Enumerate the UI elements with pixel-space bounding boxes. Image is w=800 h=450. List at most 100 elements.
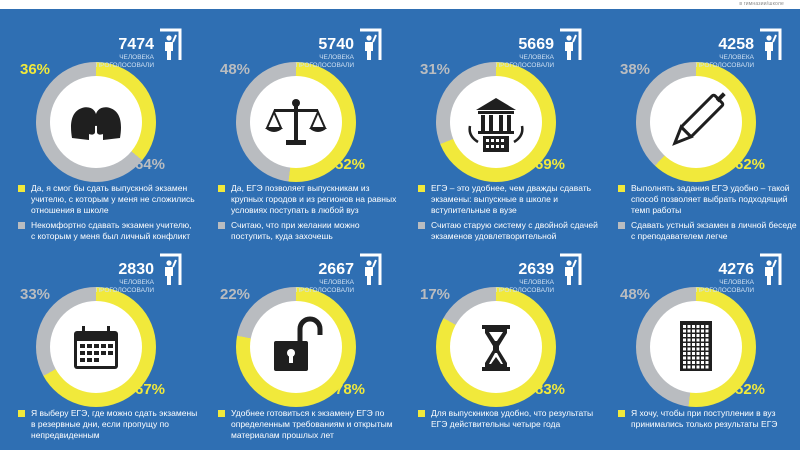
poll-panel: 33% 67% 2830 ЧЕЛОВЕКА ПРОГОЛОСОВАЛИ Я выберу… [0,225,200,450]
donut-chart [236,287,356,407]
donut-hole [250,76,342,168]
legend-swatch-gray [418,222,425,229]
person-bracket-icon [758,28,782,62]
legend-item-no: Считаю, что при желании можно поступить,… [218,220,398,242]
hourglass-icon [450,301,542,393]
legend-text: Некомфортно сдавать экзамен учителю, с к… [31,220,192,241]
legend-text: Удобнее готовиться к экзамену ЕГЭ по опр… [231,408,393,440]
legend-item-yes: Я хочу, чтобы при поступлении в вуз прин… [618,408,798,430]
vote-count: 4276 [718,261,754,278]
university-icon [450,76,542,168]
legend-item-yes: ЕГЭ – это удобнее, чем дважды сдавать эк… [418,183,598,216]
donut-hole [450,76,542,168]
donut-chart [636,287,756,407]
donut-hole [250,301,342,393]
legend-item-yes: Я выберу ЕГЭ, где можно сдать экзамены в… [18,408,198,441]
legend-text: Я хочу, чтобы при поступлении в вуз прин… [631,408,778,429]
donut-chart [36,287,156,407]
vote-label: ЧЕЛОВЕКА ПРОГОЛОСОВАЛИ [695,54,754,69]
legend-text: Считаю старую систему с двойной сдачей э… [431,220,598,241]
donut-hole [50,76,142,168]
donut-hole [50,301,142,393]
poll-panel: 17% 83% 2639 ЧЕЛОВЕКА ПРОГОЛОСОВАЛИ Для выпу… [400,225,600,450]
legend-swatch-gray [18,222,25,229]
document-icon [650,301,742,393]
poll-panel: 38% 62% 4258 ЧЕЛОВЕКА ПРОГОЛОСОВАЛИ Выполнят… [600,0,800,241]
legend-swatch-gray [618,222,625,229]
poll-panel: 64% 36% 7474 ЧЕЛОВЕКА ПРОГОЛОСОВАЛИ Да, я см… [0,0,200,241]
gray-percent-label: 33% [20,286,51,303]
donut-chart [636,62,756,182]
donut-hole [650,301,742,393]
donut-chart [436,62,556,182]
gray-percent-label: 17% [420,286,451,303]
gray-percent-label: 48% [620,286,651,303]
legend-swatch-yellow [418,410,425,417]
legend-swatch-yellow [218,185,225,192]
padlock-icon [250,301,342,393]
yellow-percent-label: 52% [335,156,366,173]
legend-item-yes: Удобнее готовиться к экзамену ЕГЭ по опр… [218,408,398,441]
top-bar-text: в гимназии/школе [739,1,784,7]
person-bracket-icon [358,28,382,62]
yellow-percent-label: 62% [735,156,766,173]
vote-count: 5669 [518,36,554,53]
person-bracket-icon [558,253,582,287]
legend-text: Для выпускников удобно, что результаты Е… [431,408,594,429]
vote-label: ЧЕЛОВЕКА ПРОГОЛОСОВАЛИ [295,279,354,294]
legend-swatch-yellow [18,410,25,417]
legend-item-yes: Для выпускников удобно, что результаты Е… [418,408,598,430]
yellow-percent-label: 78% [335,381,366,398]
legend-text: Сдавать устный экзамен в личной беседе с… [631,220,797,241]
person-bracket-icon [358,253,382,287]
yellow-percent-label: 36% [20,61,51,78]
gray-percent-label: 64% [135,156,166,173]
vote-label: ЧЕЛОВЕКА ПРОГОЛОСОВАЛИ [295,54,354,69]
legend-text: Считаю, что при желании можно поступить,… [231,220,360,241]
legend-swatch-yellow [418,185,425,192]
pen-icon [650,76,742,168]
vote-label: ЧЕЛОВЕКА ПРОГОЛОСОВАЛИ [95,54,154,69]
gray-percent-label: 22% [220,286,251,303]
legend-swatch-yellow [618,410,625,417]
legend-item-yes: Да, я смог бы сдать выпускной экзамен уч… [18,183,198,216]
person-bracket-icon [558,28,582,62]
vote-count: 2639 [518,261,554,278]
poll-panel: 48% 52% 4276 ЧЕЛОВЕКА ПРОГОЛОСОВАЛИ Я хочу, … [600,225,800,450]
vote-label: ЧЕЛОВЕКА ПРОГОЛОСОВАЛИ [495,279,554,294]
donut-chart [236,62,356,182]
poll-panel: 22% 78% 2667 ЧЕЛОВЕКА ПРОГОЛОСОВАЛИ Удобнее … [200,225,400,450]
vote-count: 4258 [718,36,754,53]
legend-item-no: Считаю старую систему с двойной сдачей э… [418,220,598,242]
yellow-percent-label: 67% [135,381,166,398]
legend-item-yes: Выполнять задания ЕГЭ удобно – такой спо… [618,183,798,216]
calendar-icon [50,301,142,393]
donut-chart [436,287,556,407]
donut-hole [450,301,542,393]
legend-swatch-yellow [18,185,25,192]
legend-swatch-yellow [618,185,625,192]
person-bracket-icon [158,28,182,62]
yellow-percent-label: 69% [535,156,566,173]
donut-chart [36,62,156,182]
legend-item-no: Некомфортно сдавать экзамен учителю, с к… [18,220,198,242]
gray-percent-label: 38% [620,61,651,78]
person-bracket-icon [158,253,182,287]
legend-swatch-gray [218,222,225,229]
scales-icon [250,76,342,168]
vote-count: 2667 [318,261,354,278]
legend-text: Да, ЕГЭ позволяет выпускникам из крупных… [231,183,397,215]
vote-label: ЧЕЛОВЕКА ПРОГОЛОСОВАЛИ [95,279,154,294]
yellow-percent-label: 52% [735,381,766,398]
legend-text: ЕГЭ – это удобнее, чем дважды сдавать эк… [431,183,592,215]
gray-percent-label: 48% [220,61,251,78]
legend-text: Я выберу ЕГЭ, где можно сдать экзамены в… [31,408,198,440]
legend-swatch-yellow [218,410,225,417]
poll-panel: 31% 69% 5669 ЧЕЛОВЕКА ПРОГОЛОСОВАЛИ ЕГЭ – эт… [400,0,600,241]
two-heads-icon [50,76,142,168]
donut-hole [650,76,742,168]
vote-label: ЧЕЛОВЕКА ПРОГОЛОСОВАЛИ [695,279,754,294]
person-bracket-icon [758,253,782,287]
vote-count: 2830 [118,261,154,278]
top-bar: в гимназии/школе [0,0,800,9]
